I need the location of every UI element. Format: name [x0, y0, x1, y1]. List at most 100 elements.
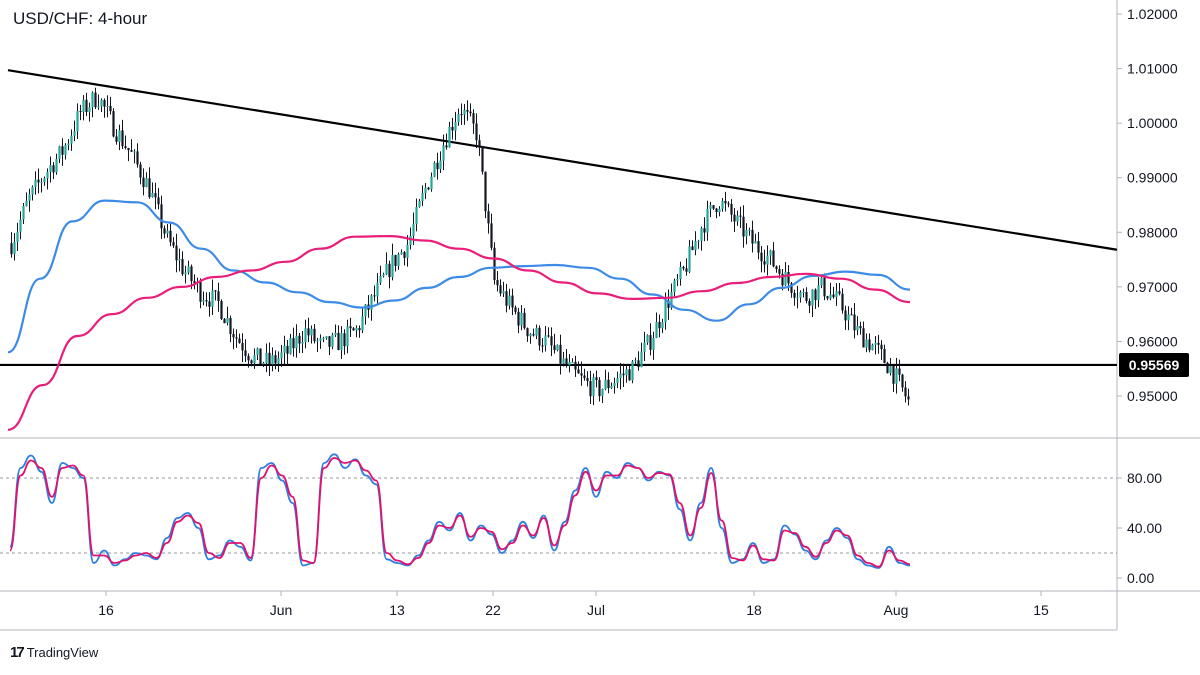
candle-up — [799, 292, 802, 298]
candle-down — [682, 267, 685, 269]
candle-up — [442, 145, 445, 161]
candle-up — [28, 194, 31, 201]
candle-down — [61, 146, 64, 155]
candle-up — [409, 235, 412, 245]
candle-up — [25, 200, 28, 206]
candle-down — [880, 344, 883, 350]
candle-down — [559, 344, 562, 364]
candle-up — [802, 291, 805, 293]
candle-up — [670, 292, 673, 308]
candle-down — [892, 366, 895, 384]
candle-up — [694, 241, 697, 251]
candle-down — [238, 338, 241, 343]
candle-up — [625, 369, 628, 376]
time-tick-label: 15 — [1033, 602, 1049, 618]
candle-up — [211, 290, 214, 307]
candle-up — [151, 193, 154, 198]
candle-up — [82, 99, 85, 112]
candle-up — [754, 241, 757, 244]
candle-down — [838, 291, 841, 294]
candle-up — [700, 228, 703, 241]
candle-down — [112, 111, 115, 137]
candle-down — [793, 292, 796, 298]
candle-down — [472, 113, 475, 124]
candle-up — [748, 229, 751, 231]
candle-up — [385, 263, 388, 275]
candle-up — [736, 215, 739, 222]
candle-up — [784, 271, 787, 286]
descending-trendline[interactable] — [7, 69, 1118, 251]
candle-up — [202, 300, 205, 302]
candle-up — [895, 368, 898, 384]
price-tick-label: 1.00000 — [1127, 115, 1178, 131]
candle-up — [706, 208, 709, 233]
candle-down — [52, 165, 55, 173]
candle-up — [22, 205, 25, 220]
candle-up — [67, 143, 70, 146]
candle-up — [364, 304, 367, 317]
candle-down — [781, 273, 784, 286]
candle-up — [415, 207, 418, 225]
price-axis[interactable]: 1.02000 1.01000 1.00000 0.99000 0.98000 0.970… — [1117, 6, 1189, 404]
candle-down — [169, 230, 172, 243]
candle-up — [166, 230, 169, 234]
time-axis[interactable]: 16 Jun 13 22 Jul 18 Aug 15 — [98, 591, 1049, 618]
candle-up — [610, 385, 613, 389]
candle-down — [805, 291, 808, 302]
candle-down — [496, 280, 499, 286]
candle-up — [718, 208, 721, 213]
candle-up — [97, 106, 100, 108]
tradingview-logo[interactable]: 17 TradingView — [10, 644, 98, 661]
candle-up — [283, 345, 286, 353]
candle-up — [262, 363, 265, 365]
candle-up — [271, 355, 274, 365]
candle-up — [847, 314, 850, 321]
candle-down — [268, 352, 271, 365]
candle-down — [778, 269, 781, 274]
candle-down — [109, 105, 112, 112]
candle-up — [457, 114, 460, 123]
candle-up — [319, 338, 322, 341]
candle-down — [445, 145, 448, 148]
candle-up — [43, 178, 46, 183]
candle-up — [664, 300, 667, 323]
candle-down — [388, 263, 391, 278]
candle-up — [391, 255, 394, 278]
stochastic-k-line — [9, 453, 911, 569]
candle-down — [487, 211, 490, 224]
candle-up — [280, 352, 283, 359]
candle-down — [859, 326, 862, 329]
candle-down — [763, 261, 766, 265]
candle-down — [607, 379, 610, 389]
candle-down — [208, 301, 211, 307]
current-price-badge[interactable] — [1119, 352, 1189, 377]
oscillator-axis[interactable]: 80.00 40.00 0.00 — [1117, 470, 1162, 586]
candle-down — [121, 130, 124, 147]
candle-down — [493, 247, 496, 281]
candle-up — [502, 291, 505, 294]
candle-up — [430, 176, 433, 190]
candle-up — [406, 244, 409, 258]
oscillator-tick-label: 0.00 — [1127, 570, 1154, 586]
candle-down — [898, 368, 901, 375]
candle-up — [346, 326, 349, 347]
price-overlays — [0, 69, 1118, 367]
candle-up — [178, 259, 181, 261]
candle-up — [13, 241, 16, 255]
candle-up — [634, 360, 637, 362]
candle-down — [598, 380, 601, 397]
candle-up — [655, 321, 658, 339]
candle-down — [247, 355, 250, 361]
candle-down — [358, 328, 361, 331]
oscillator-tick-label: 40.00 — [1127, 520, 1162, 536]
candle-down — [241, 342, 244, 351]
candle-down — [136, 151, 139, 165]
candle-up — [46, 171, 49, 179]
candle-up — [310, 328, 313, 336]
candle-up — [796, 297, 799, 299]
candle-down — [337, 332, 340, 351]
candle-down — [286, 345, 289, 354]
candle-down — [658, 321, 661, 329]
time-tick-label: 16 — [98, 602, 114, 618]
